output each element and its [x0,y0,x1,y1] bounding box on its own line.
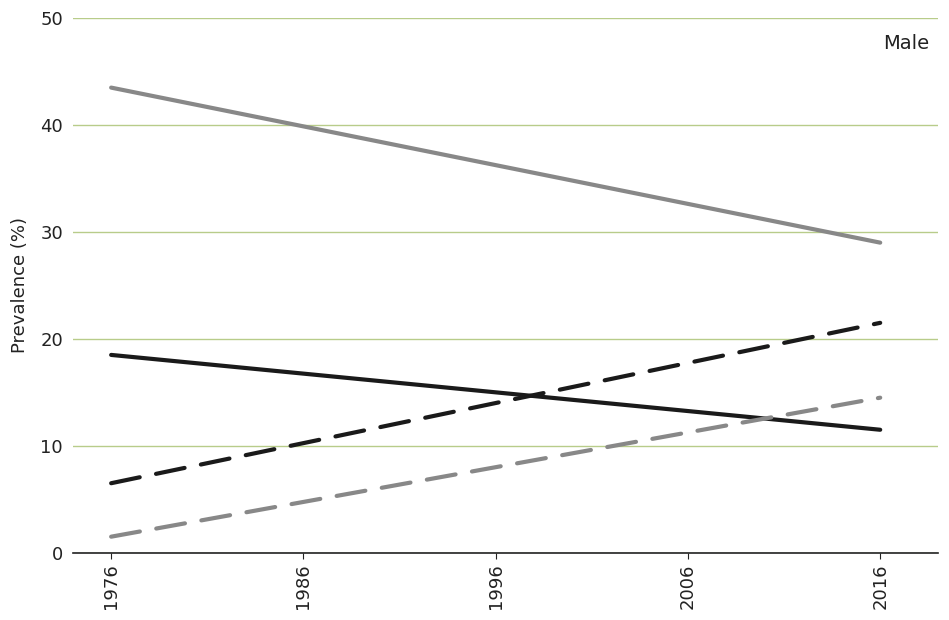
Text: Male: Male [884,34,929,53]
Y-axis label: Prevalence (%): Prevalence (%) [11,218,29,353]
